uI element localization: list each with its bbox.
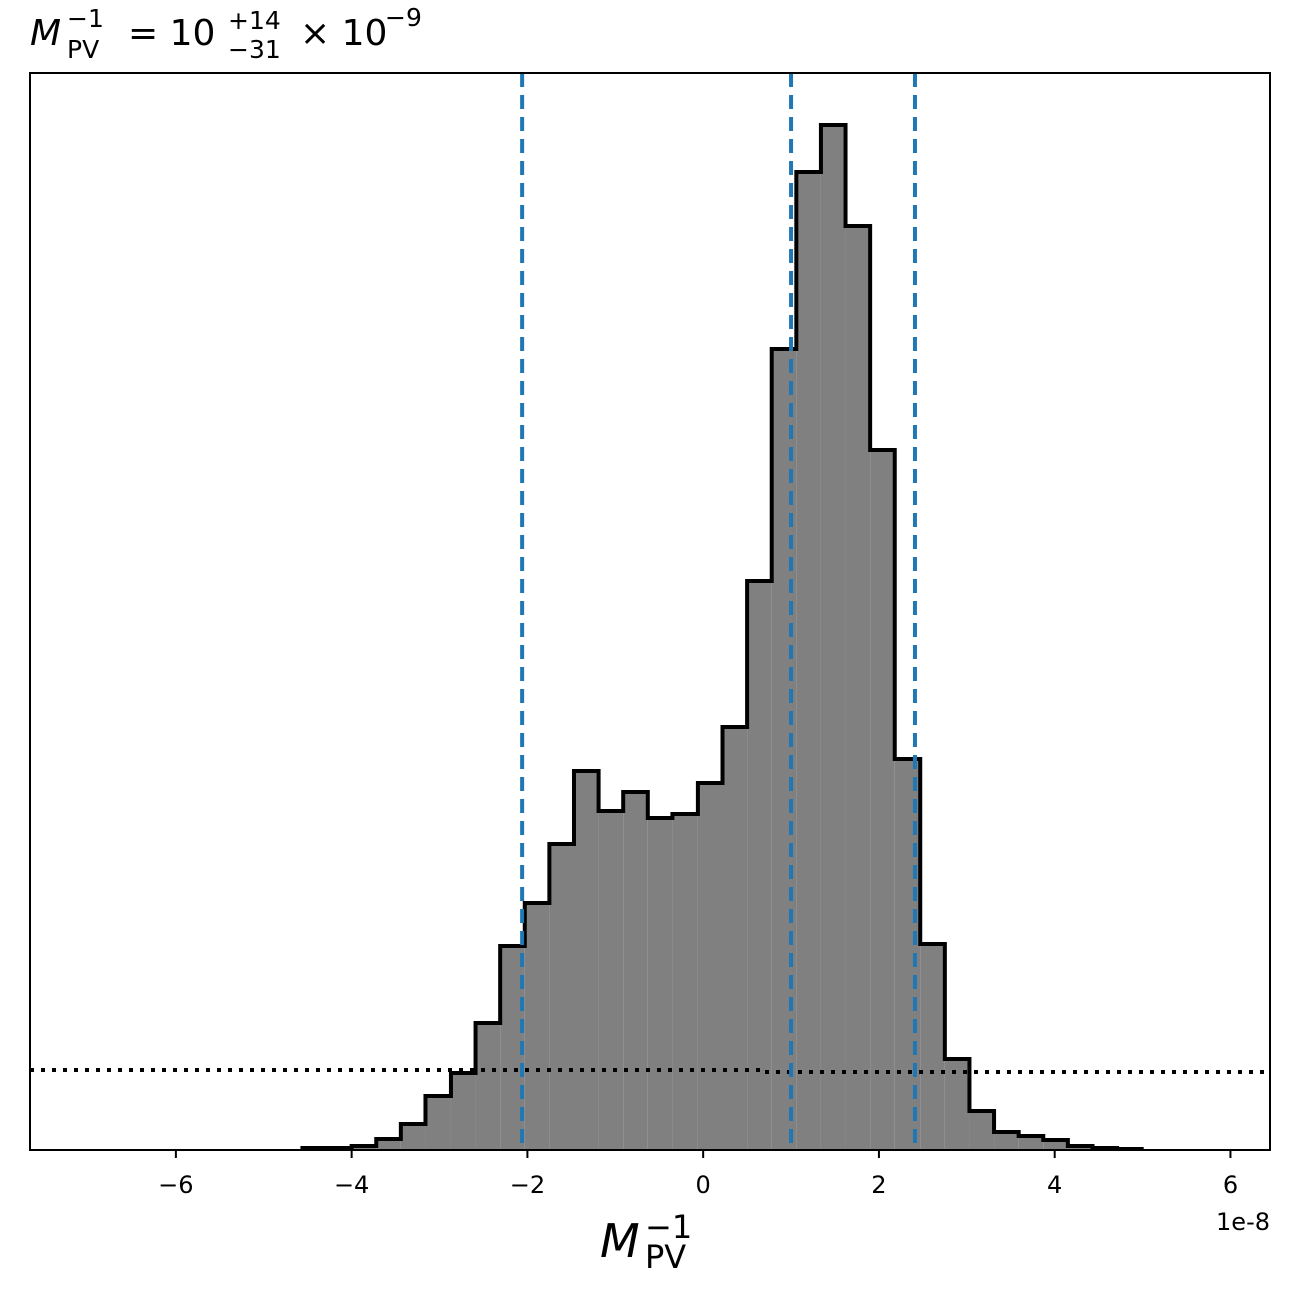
title-lower: −31 — [228, 35, 281, 64]
x-label-symbol: M — [600, 1214, 640, 1268]
histogram-bar — [920, 944, 945, 1150]
histogram-bar — [747, 581, 772, 1150]
histogram-bar — [598, 811, 624, 1150]
histogram-bar — [944, 1059, 970, 1150]
x-offset-label: 1e-8 — [1216, 1208, 1270, 1236]
plot-frame — [29, 72, 1271, 1151]
histogram-bar — [647, 818, 673, 1150]
x-tick-label: 2 — [871, 1171, 886, 1199]
histogram-bar — [623, 792, 648, 1150]
histogram-bar — [672, 814, 698, 1150]
x-axis-label: M −1 PV — [600, 1208, 692, 1276]
histogram-bar — [573, 771, 599, 1150]
chart-title: M −1 PV = 10 +14 −31 × 10 −9 — [30, 3, 422, 64]
title-upper: +14 — [228, 6, 281, 35]
x-tick-label: −6 — [158, 1171, 193, 1199]
histogram-bar — [475, 1023, 501, 1150]
x-tick-label: −4 — [334, 1171, 369, 1199]
title-sub: PV — [67, 35, 99, 64]
histogram-bar — [1043, 1140, 1068, 1150]
histogram-bar — [524, 903, 550, 1150]
x-tick-label: 4 — [1047, 1171, 1062, 1199]
histogram-bar — [722, 727, 748, 1150]
histogram-bar — [400, 1124, 426, 1150]
x-tick-label: 0 — [696, 1171, 711, 1199]
x-tick-label: 6 — [1223, 1171, 1238, 1199]
x-label-sup: −1 — [645, 1208, 692, 1246]
title-exp: −9 — [385, 3, 422, 32]
histogram-bar — [549, 844, 574, 1150]
x-label-sub: PV — [645, 1238, 686, 1276]
histogram-bar — [796, 172, 821, 1150]
histogram-bar — [450, 1073, 476, 1150]
prior-line — [30, 1068, 1270, 1074]
title-sup: −1 — [67, 4, 104, 33]
x-tick-label: −2 — [510, 1171, 545, 1199]
histogram-bar — [870, 450, 895, 1150]
histogram-outline — [300, 123, 1144, 1151]
histogram-bar — [994, 1132, 1019, 1150]
histogram-bar — [425, 1096, 451, 1150]
histogram-bar — [376, 1139, 401, 1150]
histogram-bar — [1018, 1136, 1044, 1150]
histogram-bar — [820, 125, 846, 1150]
histogram-bar — [845, 226, 871, 1150]
title-equals: = 10 — [128, 13, 215, 54]
histogram-bar — [697, 783, 723, 1150]
title-times: × 10 — [300, 13, 387, 54]
title-symbol: M — [30, 13, 61, 54]
histogram-bar — [969, 1111, 995, 1150]
